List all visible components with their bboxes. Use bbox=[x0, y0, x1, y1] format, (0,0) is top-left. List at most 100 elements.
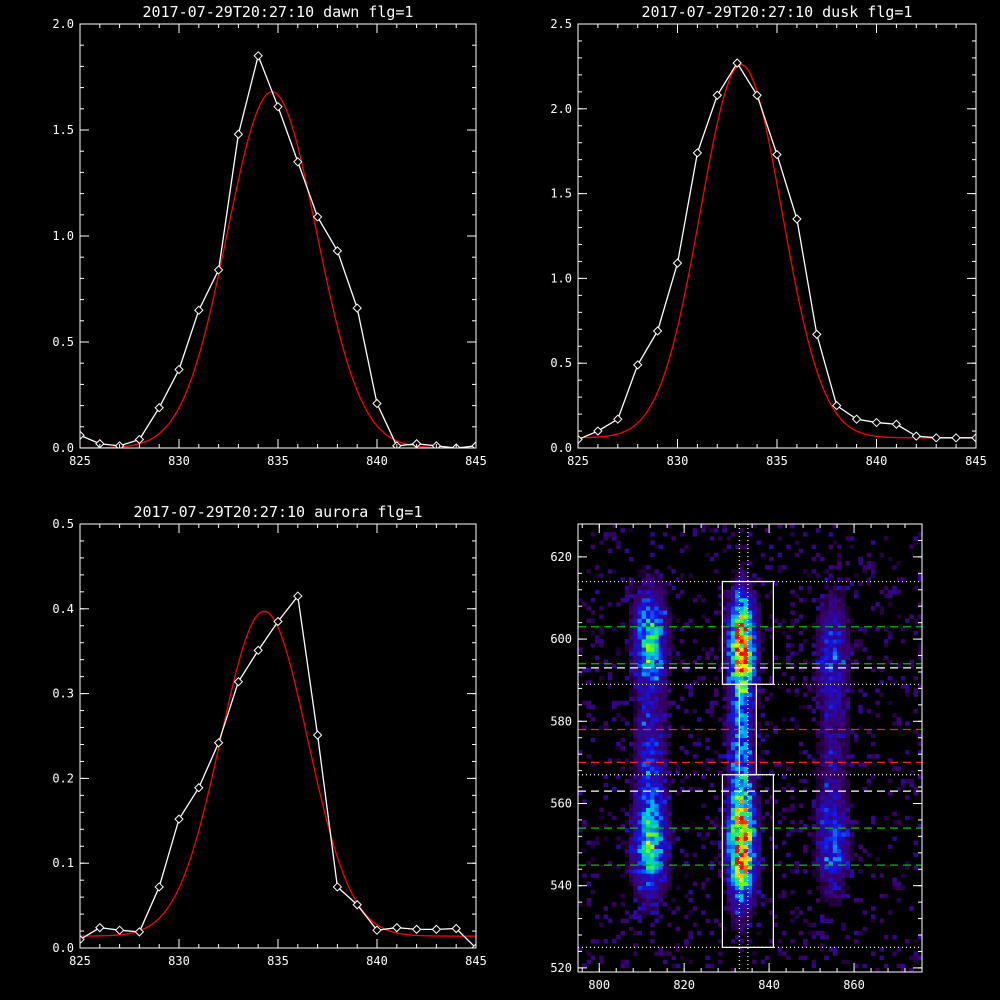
image-pixel bbox=[735, 848, 740, 854]
image-pixel bbox=[845, 873, 851, 878]
image-pixel bbox=[871, 815, 876, 821]
image-pixel bbox=[633, 684, 638, 689]
image-pixel bbox=[726, 721, 732, 726]
image-pixel bbox=[586, 704, 591, 710]
image-pixel bbox=[743, 672, 749, 677]
data-point-marker bbox=[253, 645, 263, 656]
image-pixel bbox=[913, 692, 918, 697]
image-pixel bbox=[883, 893, 889, 899]
image-pixel bbox=[832, 824, 838, 829]
image-pixel bbox=[718, 536, 723, 541]
image-pixel bbox=[658, 676, 664, 681]
image-pixel bbox=[756, 593, 761, 599]
image-pixel bbox=[739, 926, 744, 932]
image-pixel bbox=[739, 745, 744, 751]
image-pixel bbox=[662, 581, 668, 586]
image-pixel bbox=[730, 581, 736, 586]
image-pixel bbox=[820, 750, 825, 755]
image-pixel bbox=[586, 667, 591, 673]
image-pixel bbox=[730, 836, 736, 841]
image-pixel bbox=[722, 589, 727, 595]
image-pixel bbox=[667, 700, 672, 706]
image-pixel bbox=[828, 589, 834, 595]
image-pixel bbox=[871, 906, 876, 911]
image-pixel bbox=[722, 614, 727, 619]
image-pixel bbox=[896, 561, 901, 566]
image-pixel bbox=[722, 524, 727, 529]
image-pixel bbox=[866, 561, 872, 566]
image-pixel bbox=[646, 667, 651, 673]
image-pixel bbox=[709, 713, 715, 718]
image-pixel bbox=[824, 696, 829, 701]
image-pixel bbox=[654, 598, 659, 603]
image-pixel bbox=[667, 819, 672, 825]
image-pixel bbox=[756, 577, 761, 582]
image-pixel bbox=[841, 713, 846, 718]
image-pixel bbox=[837, 663, 842, 669]
image-pixel bbox=[658, 865, 664, 870]
image-pixel bbox=[747, 692, 753, 697]
image-pixel bbox=[624, 643, 630, 648]
image-pixel bbox=[824, 782, 829, 788]
image-pixel bbox=[726, 758, 732, 763]
image-pixel bbox=[756, 898, 761, 903]
image-pixel bbox=[629, 593, 634, 599]
image-pixel bbox=[892, 589, 897, 595]
image-pixel bbox=[654, 815, 659, 821]
image-pixel bbox=[760, 865, 766, 870]
image-pixel bbox=[752, 799, 757, 804]
image-pixel bbox=[820, 778, 825, 784]
image-pixel bbox=[679, 787, 685, 792]
image-pixel bbox=[671, 955, 676, 960]
image-pixel bbox=[637, 828, 642, 833]
image-pixel bbox=[586, 713, 591, 718]
image-pixel bbox=[756, 692, 761, 697]
image-pixel bbox=[735, 811, 740, 817]
image-pixel bbox=[752, 881, 757, 886]
image-pixel bbox=[790, 676, 795, 681]
image-pixel bbox=[650, 770, 655, 775]
image-pixel bbox=[629, 807, 634, 812]
image-pixel bbox=[641, 618, 647, 623]
image-pixel bbox=[837, 672, 842, 677]
image-pixel bbox=[641, 906, 647, 911]
image-pixel bbox=[849, 643, 855, 648]
image-pixel bbox=[815, 930, 821, 936]
image-pixel bbox=[854, 737, 859, 743]
image-pixel bbox=[837, 881, 842, 886]
image-pixel bbox=[888, 844, 893, 849]
image-pixel bbox=[633, 725, 638, 730]
image-pixel bbox=[633, 622, 638, 627]
image-pixel bbox=[798, 750, 804, 755]
image-pixel bbox=[747, 626, 753, 632]
image-pixel bbox=[845, 704, 851, 710]
image-pixel bbox=[747, 893, 753, 899]
image-pixel bbox=[828, 737, 834, 743]
image-pixel bbox=[658, 795, 664, 800]
image-pixel bbox=[837, 877, 842, 882]
image-pixel bbox=[735, 898, 740, 903]
image-pixel bbox=[820, 803, 825, 808]
image-pixel bbox=[730, 659, 736, 664]
image-pixel bbox=[832, 565, 838, 570]
image-pixel bbox=[871, 606, 876, 611]
image-pixel bbox=[654, 848, 659, 854]
image-pixel bbox=[752, 593, 757, 599]
image-pixel bbox=[773, 581, 778, 586]
image-pixel bbox=[837, 758, 842, 763]
data-point-marker bbox=[233, 677, 244, 687]
image-pixel bbox=[654, 713, 659, 718]
image-pixel bbox=[905, 939, 910, 944]
image-pixel bbox=[747, 939, 753, 944]
image-pixel bbox=[841, 795, 846, 800]
image-pixel bbox=[620, 717, 625, 722]
image-pixel bbox=[820, 713, 825, 718]
image-pixel bbox=[862, 626, 867, 632]
image-pixel bbox=[841, 889, 846, 895]
image-pixel bbox=[629, 795, 634, 800]
image-pixel bbox=[845, 844, 851, 849]
image-pixel bbox=[811, 676, 817, 681]
image-pixel bbox=[756, 922, 761, 928]
image-pixel bbox=[811, 643, 817, 648]
image-pixel bbox=[747, 795, 753, 800]
